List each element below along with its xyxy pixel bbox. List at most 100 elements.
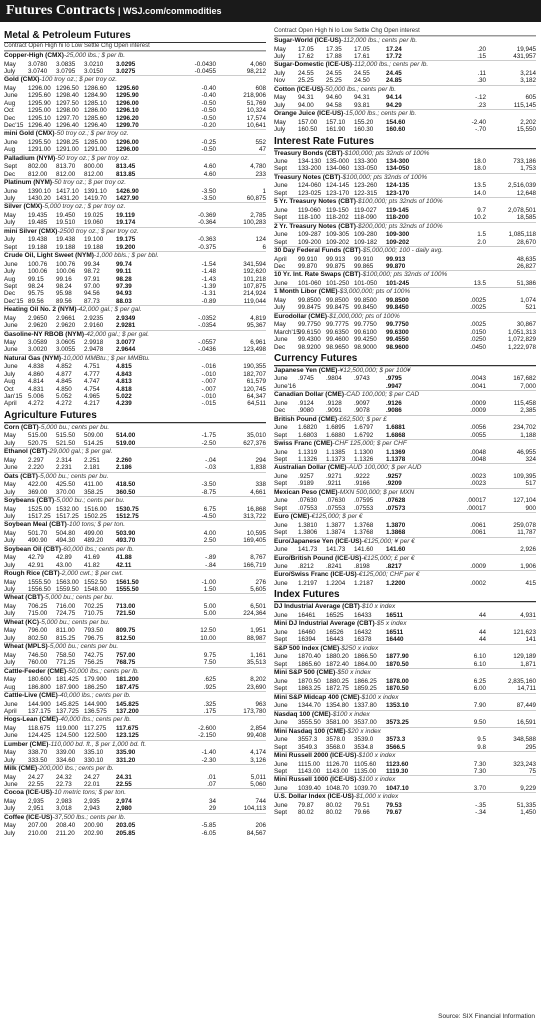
low-cell: 1.6792 <box>354 431 374 439</box>
contract-unit: -50 troy oz.; $ per troy oz. <box>54 130 129 138</box>
open-cell: 1556.50 <box>28 586 51 594</box>
high-cell: .9271 <box>326 472 342 480</box>
month-cell: July <box>4 439 16 447</box>
settle-cell: 123-170 <box>386 189 410 197</box>
right-column: Contract Open High hi lo Low Settle Chg … <box>274 28 536 817</box>
contract-name: Wheat (KC)-5,000 bu.; cents per bu. <box>4 617 266 628</box>
chg-cell: .325 <box>203 700 216 708</box>
contract-name: Euro/Swiss Franc (ICE-US)-€125,000; CHF … <box>274 570 536 580</box>
open-cell: 98.9200 <box>298 343 321 351</box>
month-cell: June <box>4 700 18 708</box>
low-cell: 1135.00 <box>354 767 377 775</box>
contract-name: Mexican Peso (CME)-MXN 500,000; $ per MX… <box>274 487 536 498</box>
open-cell: 99.15 <box>28 275 44 283</box>
chg-cell: -6.05 <box>201 829 216 837</box>
open-cell: .07630 <box>298 497 318 505</box>
low-cell: 1.3768 <box>354 521 374 529</box>
open-cell: 1870.50 <box>298 677 321 685</box>
section-title: Index Futures <box>274 589 536 603</box>
settle-cell: 98.9600 <box>386 343 409 351</box>
open-cell: 207.00 <box>28 822 48 830</box>
low-cell: 1291.00 <box>84 146 107 154</box>
month-cell: June <box>274 702 288 710</box>
open-cell: 2.9650 <box>28 314 48 322</box>
month-cell: July <box>274 69 286 77</box>
open-cell: 1295.10 <box>28 114 51 122</box>
open-interest-cell: 963 <box>255 700 266 708</box>
open-interest-cell: 1,753 <box>520 165 536 173</box>
open-interest-cell: 2,202 <box>520 118 536 126</box>
settle-cell: 1.2200 <box>386 580 406 588</box>
chg-cell: -1.00 <box>201 578 216 586</box>
chg-cell: 9.50 <box>473 719 486 727</box>
low-cell: 509.00 <box>84 432 104 440</box>
table-row: June 1870.40 1880.20 1866.50 1877.90 6.10 129,… <box>274 653 536 660</box>
settle-cell: 1.6881 <box>386 424 406 432</box>
open-interest-cell: 733,186 <box>513 158 536 166</box>
open-cell: 422.00 <box>28 481 48 489</box>
table-row: May 99.7750 99.7775 99.7750 99.7750 .0025 30,8… <box>274 321 536 328</box>
settle-cell: 813.85 <box>116 170 136 178</box>
open-interest-cell: 10,641 <box>246 121 266 129</box>
open-cell: 98.24 <box>28 282 44 290</box>
high-cell: 716.00 <box>56 603 76 611</box>
table-row: June .8212 .8241 .8198 .8217 .0009 1,906 <box>274 563 536 570</box>
high-cell: 161.90 <box>326 126 346 134</box>
chg-cell: 5.00 <box>203 603 216 611</box>
open-cell: 1.2197 <box>298 580 318 588</box>
open-interest-cell: 521 <box>525 304 536 312</box>
settle-cell: 4.818 <box>116 385 132 393</box>
settle-cell: 1296.10 <box>116 107 139 115</box>
settle-cell: 22.55 <box>116 781 132 789</box>
high-cell: 1296.50 <box>56 84 79 92</box>
open-cell: 133-200 <box>298 165 322 173</box>
table-row: May 338.70 339.00 335.10 335.90 -1.40 4,174 <box>4 749 266 756</box>
table-row: June 1.3810 1.3877 1.3768 1.3870 .0061 259,078 <box>274 522 536 529</box>
month-cell: May <box>4 212 16 220</box>
contract-name: Mini S&P Midcap 400 (CME)-$100 x index <box>274 692 536 703</box>
high-cell: 1298.00 <box>56 107 79 115</box>
contract-name: Palladium (NYM)-50 troy oz.; $ per troy … <box>4 153 266 164</box>
open-interest-cell: 190,355 <box>243 363 266 371</box>
contract-name: Copper-High (CMX)-25,000 lbs.; $ per lb. <box>4 51 266 61</box>
high-cell: 124.500 <box>56 732 79 740</box>
contract-name: S&P 500 Index (CME)-$250 x index <box>274 643 536 654</box>
low-cell: 1039.70 <box>354 784 377 792</box>
contract-name: mini Silver (CMX)-2500 troy oz.; $ per t… <box>4 226 266 237</box>
open-cell: 109-200 <box>298 238 322 246</box>
settle-cell: 812.50 <box>116 634 136 642</box>
month-cell: Dec <box>274 343 286 351</box>
month-cell: May <box>4 505 16 513</box>
open-cell: 1344.70 <box>298 702 321 710</box>
chg-cell: .0009 <box>470 407 486 415</box>
chg-cell: -.70 <box>475 126 486 134</box>
column-header: Contract Open High hi lo Low Settle Chg … <box>4 43 266 51</box>
month-cell: July <box>4 537 16 545</box>
contract-name: Natural Gas (NYM)-10,000 MMBtu.; $ per M… <box>4 353 266 364</box>
chg-cell: .00017 <box>466 497 486 505</box>
open-interest-cell: 121,623 <box>513 629 536 637</box>
month-cell: Sept <box>274 238 287 246</box>
contract-unit: -$100 x index <box>330 710 370 718</box>
month-cell: May <box>4 724 16 732</box>
settle-cell: 519.00 <box>116 439 136 447</box>
low-cell: 2.181 <box>84 464 100 472</box>
table-row: June 124-060 124-145 123-260 124-135 13.5 2,51… <box>274 182 536 189</box>
chg-cell: -0.375 <box>198 243 216 251</box>
open-interest-cell: 51,769 <box>246 99 266 107</box>
low-cell: 3537.00 <box>354 719 377 727</box>
settle-cell: 1870.50 <box>386 685 409 693</box>
settle-cell: 1.3870 <box>386 521 406 529</box>
contract-name: Mini Russell 2000 (ICE-US)-$100 x index <box>274 750 536 761</box>
table-row: Sept 16394 16443 16378 16440 44 141 <box>274 636 536 643</box>
open-cell: 99.6150 <box>298 328 321 336</box>
settle-cell: 160.60 <box>386 126 406 134</box>
open-interest-cell: 11,787 <box>517 529 536 537</box>
chg-cell: .175 <box>203 707 216 715</box>
open-cell: 16461 <box>298 612 316 620</box>
low-cell: 1284.90 <box>84 92 107 100</box>
settle-cell: 118-200 <box>386 214 409 222</box>
contract-name: DJ Industrial Average (CBT)-$10 x index <box>274 602 536 612</box>
contract-unit: -5,000 bu.; cents per bu. <box>54 496 125 504</box>
open-cell: 1295.00 <box>28 107 51 115</box>
